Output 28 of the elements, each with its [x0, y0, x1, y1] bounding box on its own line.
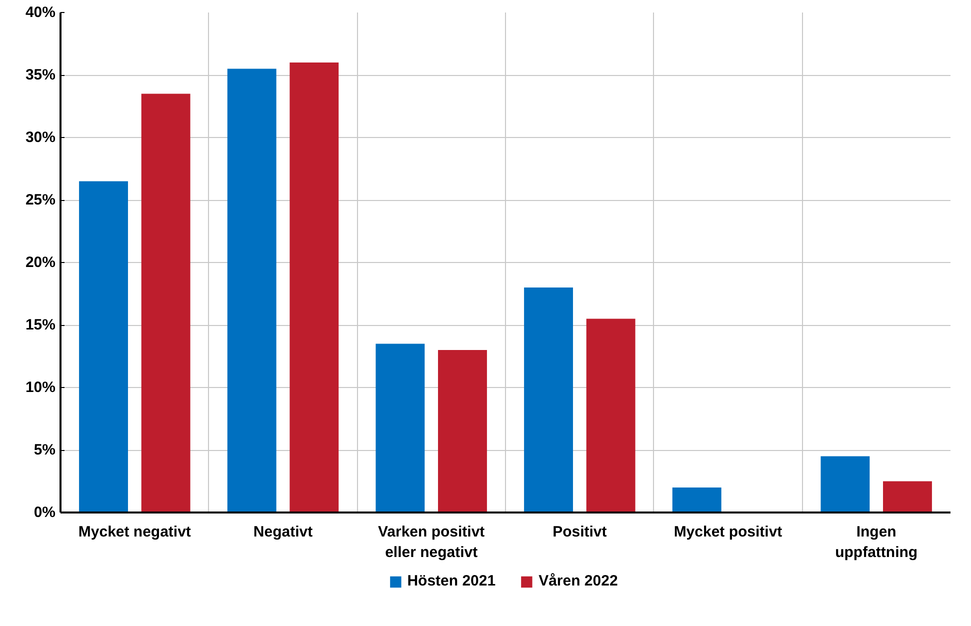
y-tick-label: 15%	[25, 316, 56, 334]
x-tick-label: Varken positivt eller negativt	[378, 524, 485, 561]
bar	[438, 350, 487, 512]
y-tick-label: 30%	[25, 129, 56, 146]
y-tick-label: 20%	[25, 254, 56, 271]
bar	[376, 344, 425, 512]
bar	[79, 181, 128, 512]
bar	[141, 94, 190, 512]
bar	[227, 68, 276, 512]
bar	[586, 318, 636, 512]
bar	[883, 481, 932, 512]
y-tick-label: 40%	[25, 4, 56, 21]
y-tick-label: 0%	[34, 504, 56, 521]
legend-label: Våren 2022	[538, 572, 618, 590]
bar	[524, 288, 573, 512]
legend-label: Hösten 2021	[407, 572, 496, 590]
y-tick-label: 10%	[25, 379, 56, 396]
x-tick-label: Negativt	[253, 524, 313, 540]
x-tick-label: Mycket positivt	[674, 524, 782, 540]
y-tick-label: 25%	[25, 192, 56, 208]
x-tick-label: Mycket negativt	[78, 524, 191, 540]
y-tick-label: 35%	[25, 66, 56, 84]
x-tick-label: Positivt	[552, 524, 607, 540]
y-tick-label: 5%	[34, 442, 56, 458]
bar	[820, 456, 870, 512]
bar	[672, 488, 722, 512]
x-tick-label: Ingen uppfattning	[835, 524, 918, 561]
bar	[290, 62, 339, 512]
